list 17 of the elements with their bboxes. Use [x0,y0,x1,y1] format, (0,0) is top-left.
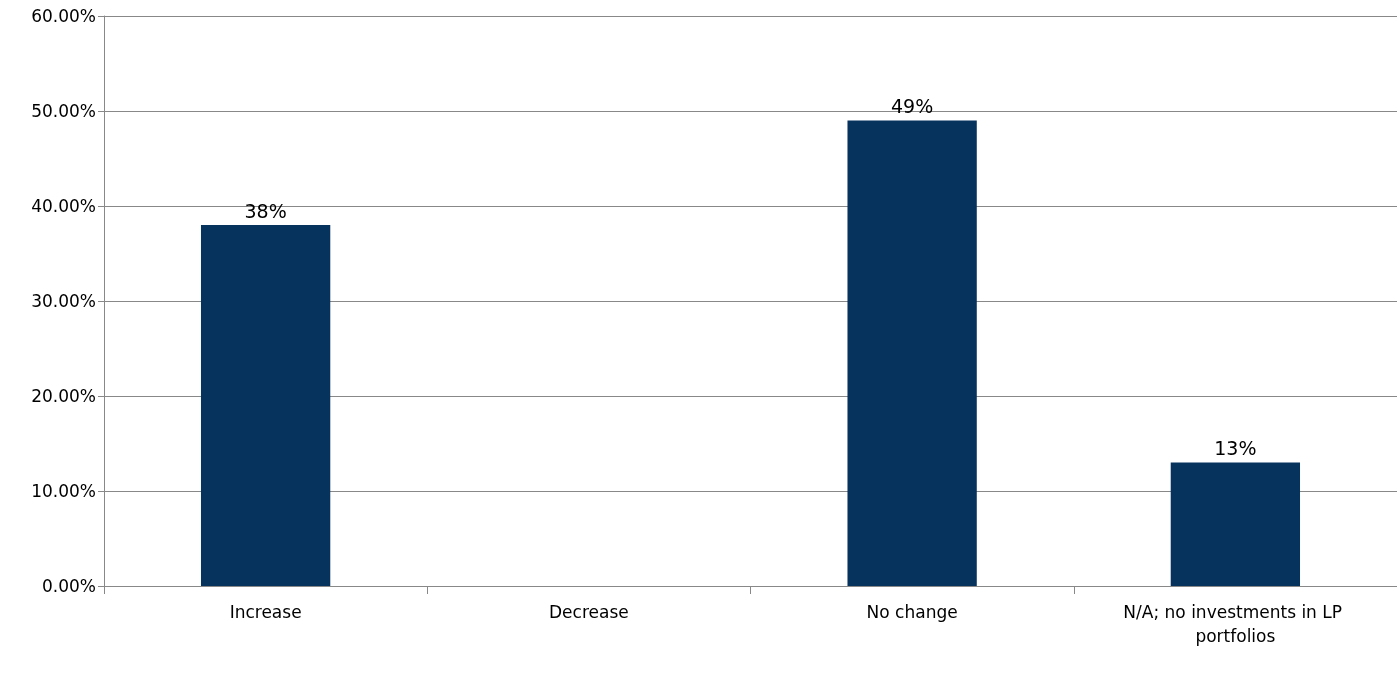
data-label: 13% [1214,437,1257,459]
y-tick-label: 50.00% [31,101,96,121]
bar [1170,462,1301,586]
x-tick-label: N/A; no investments in LP portfolios [1123,602,1348,646]
bar [847,120,977,586]
x-tick-label: Decrease [549,602,629,622]
y-tick-label: 20.00% [31,386,96,406]
x-tick-label: No change [866,602,958,622]
y-tick-label: 60.00% [31,6,96,26]
data-label: 38% [244,199,287,222]
y-tick-label: 40.00% [31,196,96,216]
y-tick-label: 30.00% [31,291,96,311]
bar [200,225,331,586]
data-label: 49% [891,95,934,117]
x-tick-label: Increase [229,602,302,622]
y-tick-label: 10.00% [31,481,96,501]
y-tick-label: 0.00% [41,576,96,596]
